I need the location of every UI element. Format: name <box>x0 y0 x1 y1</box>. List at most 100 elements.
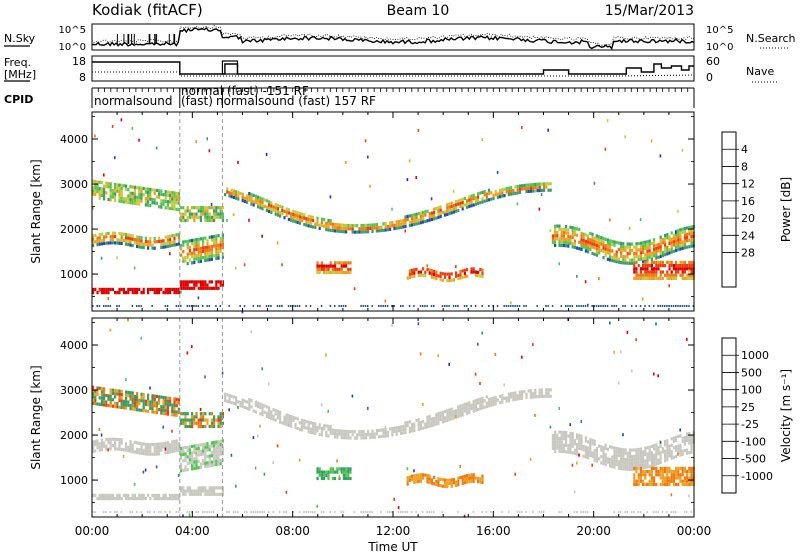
data-cell <box>331 264 334 268</box>
data-cell <box>204 461 207 465</box>
data-cell <box>653 479 656 483</box>
data-cell <box>554 446 557 450</box>
data-cell <box>151 287 154 291</box>
data-cell <box>182 259 185 263</box>
data-cell <box>688 479 691 483</box>
data-cell <box>411 477 414 482</box>
data-cell <box>677 244 680 249</box>
data-cell <box>461 200 464 205</box>
data-cell <box>545 182 548 186</box>
data-cell <box>147 511 149 513</box>
data-cell <box>670 473 673 477</box>
data-cell <box>320 470 323 474</box>
data-cell <box>600 236 603 240</box>
data-cell <box>219 424 222 429</box>
data-cell <box>477 401 480 405</box>
data-cell <box>477 274 480 278</box>
data-cell <box>206 242 209 246</box>
data-cell <box>131 291 134 295</box>
data-cell <box>664 466 667 470</box>
data-cell <box>426 422 429 426</box>
data-cell <box>217 253 220 257</box>
data-cell <box>166 406 169 410</box>
data-cell <box>672 482 675 486</box>
data-cell <box>215 443 218 447</box>
data-cell <box>492 193 495 197</box>
data-cell <box>127 493 130 497</box>
data-cell <box>320 264 323 268</box>
data-cell <box>131 446 134 450</box>
data-cell <box>584 455 587 459</box>
colorbar-tick-label: 4 <box>741 143 748 156</box>
data-cell <box>133 266 136 270</box>
data-cell <box>659 470 662 474</box>
data-cell <box>197 215 200 219</box>
data-cell <box>202 418 205 422</box>
data-cell <box>301 215 304 220</box>
data-cell <box>182 218 185 223</box>
data-cell <box>606 241 609 245</box>
data-cell <box>661 482 664 486</box>
data-cell <box>439 477 442 481</box>
data-cell <box>659 482 662 486</box>
data-cell <box>334 476 337 481</box>
data-cell <box>470 204 473 208</box>
data-cell <box>309 511 312 513</box>
data-cell <box>338 305 340 307</box>
data-cell <box>204 489 207 493</box>
data-cell <box>408 214 411 218</box>
data-cell <box>177 493 180 497</box>
data-cell <box>215 256 218 261</box>
data-cell <box>683 470 686 474</box>
data-cell <box>397 223 400 227</box>
data-cell <box>98 448 101 452</box>
data-cell <box>347 223 350 228</box>
data-cell <box>274 212 277 216</box>
data-cell <box>144 399 147 403</box>
data-cell <box>188 421 191 425</box>
data-cell <box>287 417 290 421</box>
data-cell <box>177 445 180 449</box>
data-cell <box>303 419 306 423</box>
data-cell <box>459 404 462 408</box>
data-cell <box>285 490 288 494</box>
data-cell <box>668 466 671 470</box>
data-cell <box>210 421 213 425</box>
data-cell <box>127 400 130 404</box>
data-cell <box>666 305 668 307</box>
data-cell <box>325 470 328 474</box>
data-cell <box>204 249 207 253</box>
data-cell <box>393 426 396 430</box>
data-cell <box>323 511 325 513</box>
data-cell <box>215 247 218 251</box>
data-cell <box>204 455 207 459</box>
data-cell <box>571 441 574 445</box>
data-cell <box>659 245 662 249</box>
data-cell <box>549 388 552 392</box>
data-cell <box>367 511 369 513</box>
data-cell <box>417 473 420 477</box>
data-cell <box>191 467 194 471</box>
data-cell <box>114 392 117 396</box>
data-cell <box>155 188 158 193</box>
data-cell <box>386 430 389 435</box>
data-cell <box>329 228 332 232</box>
data-cell <box>98 386 101 390</box>
data-cell <box>294 422 297 427</box>
data-cell <box>204 486 207 490</box>
data-cell <box>323 267 326 271</box>
data-cell <box>349 261 352 265</box>
data-cell <box>686 432 689 436</box>
data-cell <box>474 399 477 403</box>
data-cell <box>507 186 510 190</box>
data-cell <box>380 305 382 307</box>
data-cell <box>413 480 416 484</box>
data-cell <box>576 227 579 231</box>
data-cell <box>235 511 237 513</box>
data-cell <box>664 246 667 250</box>
data-cell <box>637 482 640 486</box>
data-cell <box>536 182 539 186</box>
data-cell <box>668 238 671 242</box>
data-cell <box>532 511 534 513</box>
data-cell <box>133 287 136 291</box>
